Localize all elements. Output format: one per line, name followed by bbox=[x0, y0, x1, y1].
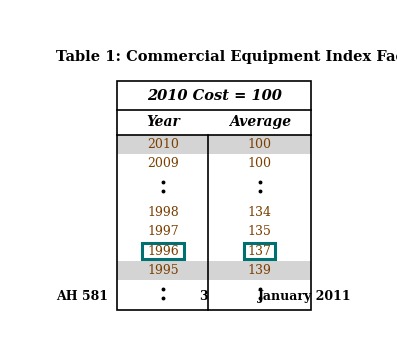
Text: 100: 100 bbox=[248, 138, 272, 151]
Text: 2010: 2010 bbox=[147, 138, 179, 151]
Text: 1996: 1996 bbox=[147, 245, 179, 258]
Bar bbox=[118, 261, 311, 280]
Text: 1997: 1997 bbox=[147, 225, 179, 238]
Bar bbox=[245, 243, 275, 259]
Text: 1998: 1998 bbox=[147, 206, 179, 219]
Text: 100: 100 bbox=[248, 157, 272, 170]
Bar bbox=[118, 135, 311, 154]
Text: 135: 135 bbox=[248, 225, 272, 238]
Text: 134: 134 bbox=[248, 206, 272, 219]
Bar bbox=[142, 243, 184, 259]
Text: Year: Year bbox=[146, 116, 180, 129]
Text: Table 1: Commercial Equipment Index Factors: Table 1: Commercial Equipment Index Fact… bbox=[56, 51, 397, 65]
Text: 3: 3 bbox=[199, 290, 208, 303]
Text: 139: 139 bbox=[248, 264, 272, 277]
Text: January 2011: January 2011 bbox=[258, 290, 351, 303]
Text: 137: 137 bbox=[248, 245, 272, 258]
Text: 2009: 2009 bbox=[147, 157, 179, 170]
Bar bbox=[118, 110, 311, 135]
Text: Average: Average bbox=[229, 116, 291, 129]
Text: AH 581: AH 581 bbox=[56, 290, 108, 303]
Bar bbox=[118, 81, 311, 110]
Bar bbox=[118, 81, 311, 310]
Text: 1995: 1995 bbox=[147, 264, 179, 277]
Text: 2010 Cost = 100: 2010 Cost = 100 bbox=[147, 89, 281, 103]
